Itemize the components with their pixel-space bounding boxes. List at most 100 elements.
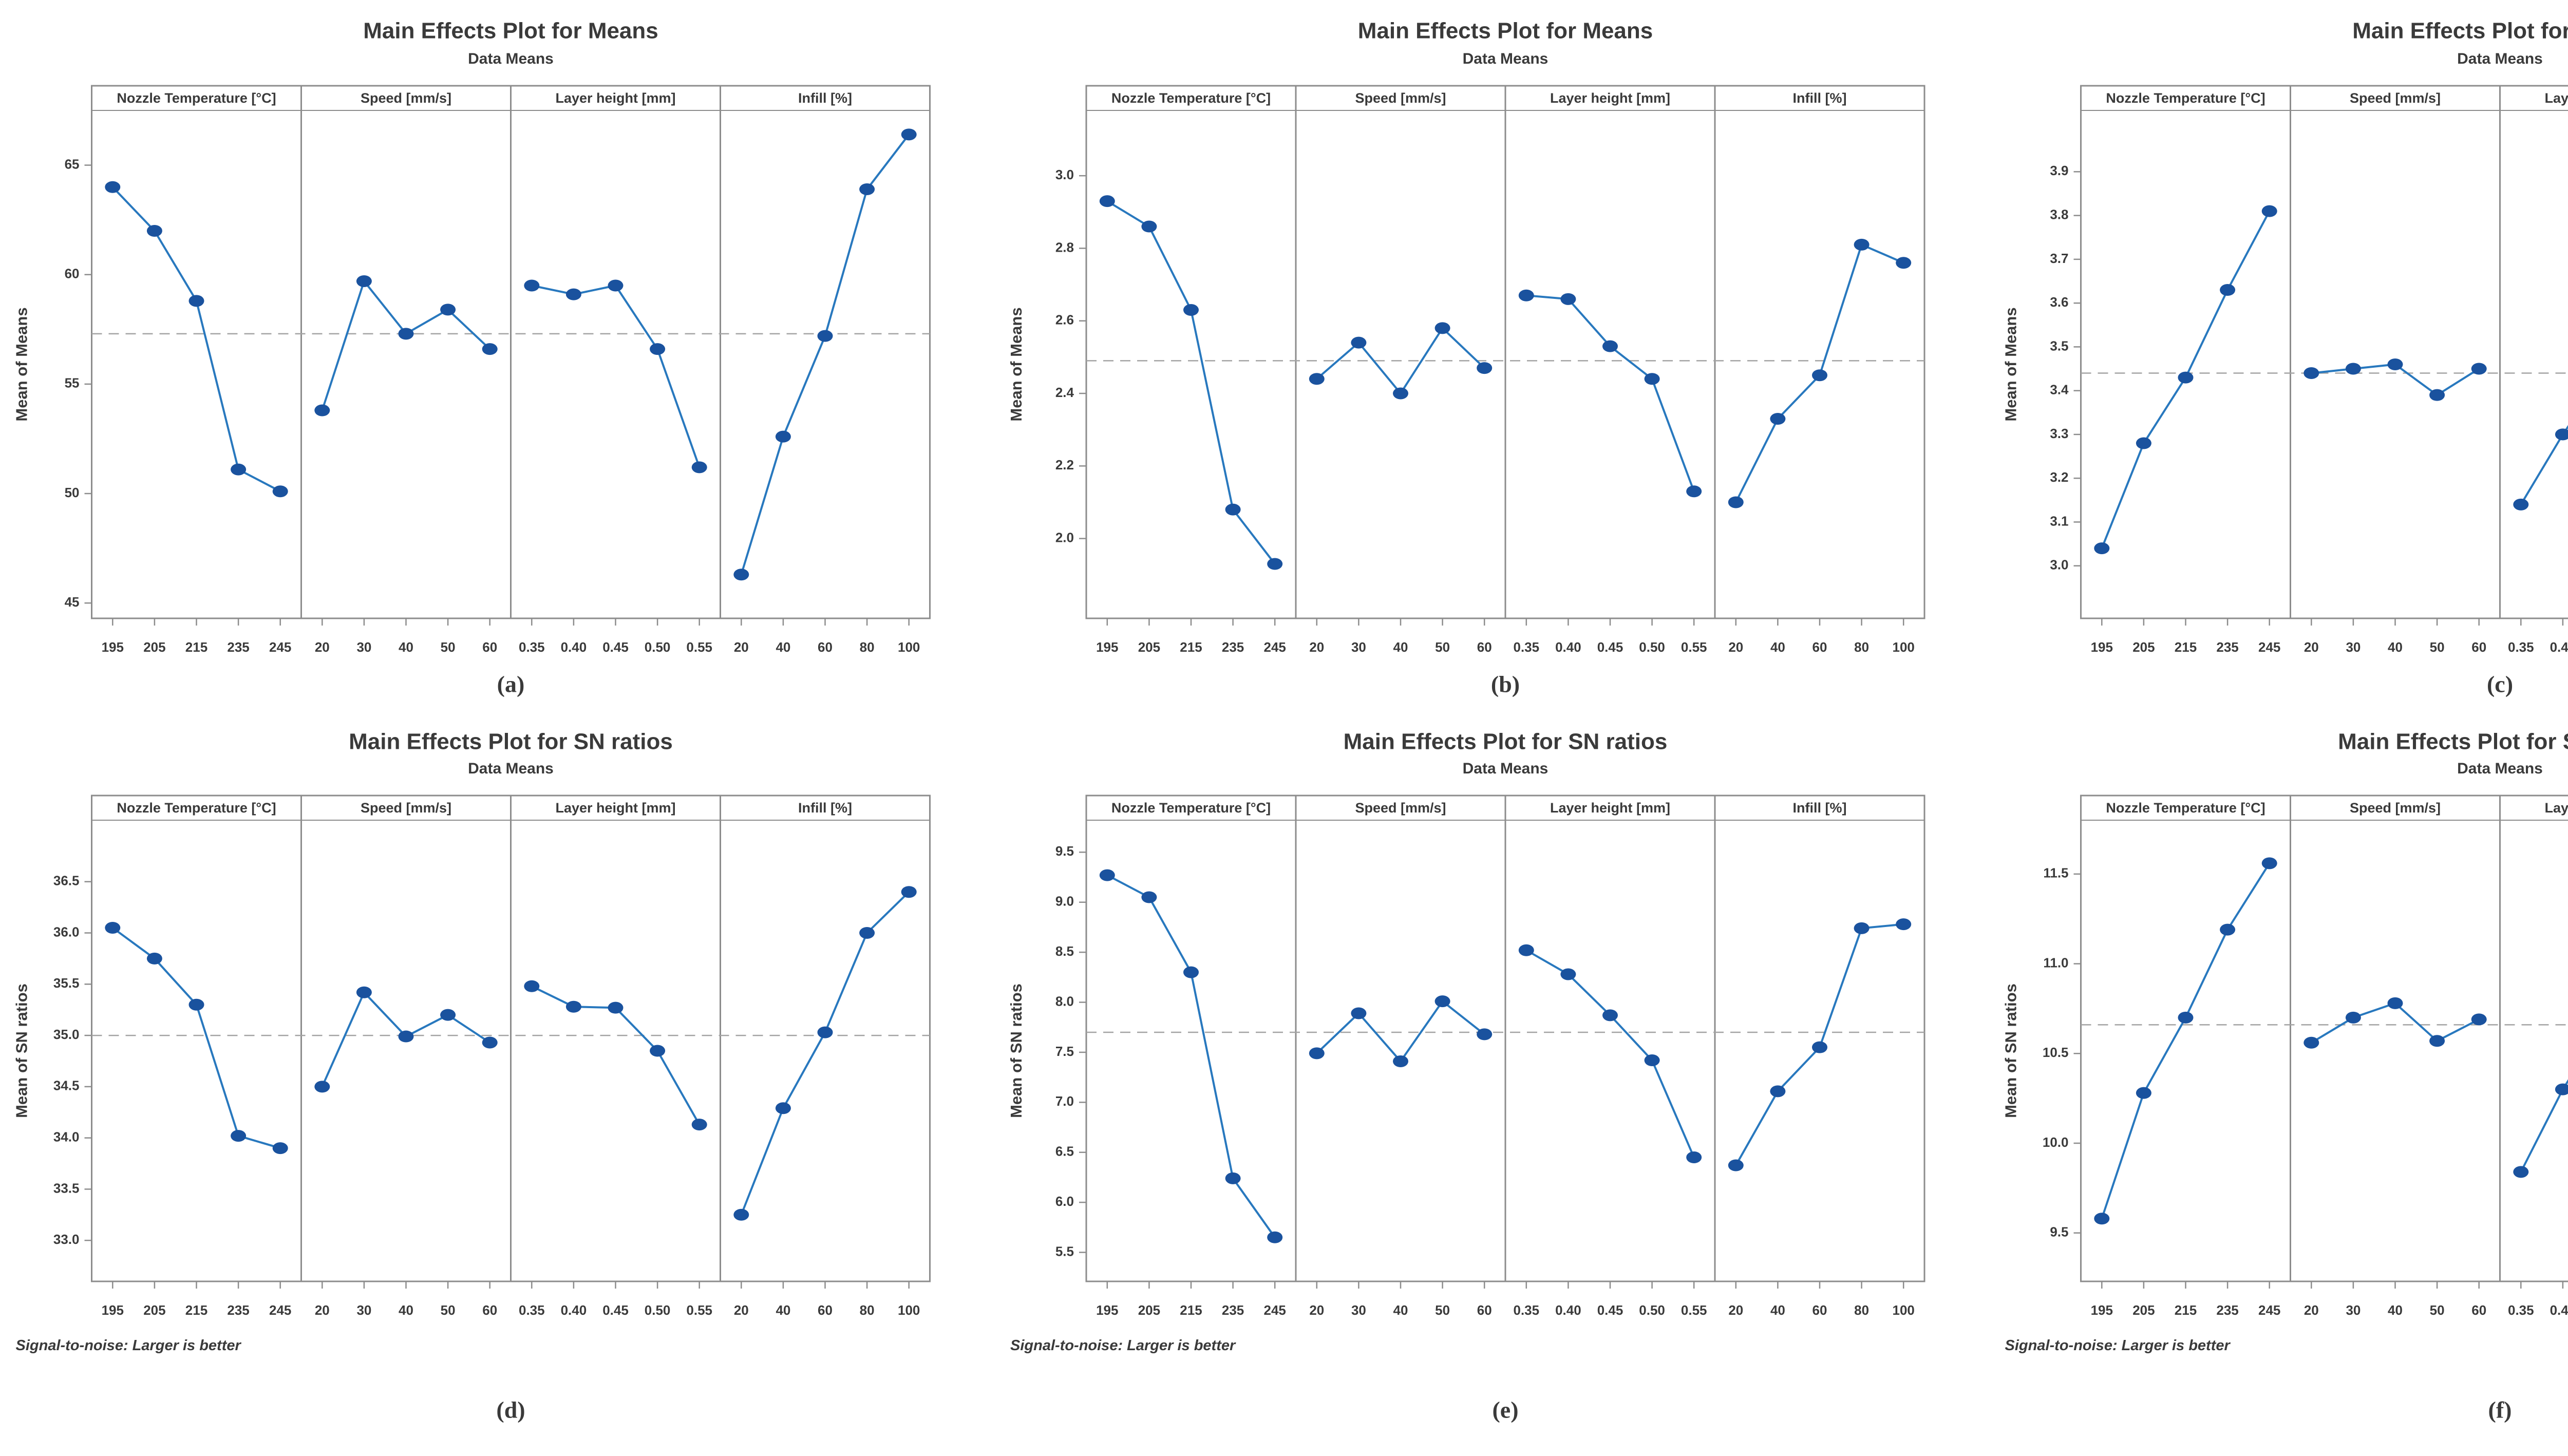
data-point bbox=[146, 952, 162, 965]
x-tick-label: 235 bbox=[227, 1302, 249, 1318]
data-point bbox=[901, 128, 917, 141]
y-tick-label: 11.5 bbox=[2043, 865, 2068, 881]
chart-title: Main Effects Plot for SN ratios bbox=[349, 729, 673, 754]
data-point bbox=[2136, 1087, 2151, 1099]
x-tick-label: 215 bbox=[185, 1302, 207, 1318]
data-line bbox=[1106, 874, 1276, 1239]
data-point bbox=[2387, 358, 2403, 370]
x-tick-label: 245 bbox=[2258, 639, 2280, 655]
x-tick-label: 0.55 bbox=[1681, 1302, 1707, 1318]
data-point bbox=[524, 980, 540, 992]
data-point bbox=[2261, 857, 2277, 869]
panel-label: Layer height [mm] bbox=[1550, 90, 1670, 106]
data-point bbox=[1267, 1231, 1283, 1243]
y-axis-title: Mean of Means bbox=[1007, 307, 1025, 421]
chart-subtitle: Data Means bbox=[2457, 50, 2543, 67]
y-tick-label: 2.4 bbox=[1055, 385, 1074, 400]
data-point bbox=[1393, 1055, 1408, 1067]
x-tick-label: 245 bbox=[269, 639, 291, 655]
x-tick-label: 195 bbox=[102, 1302, 124, 1318]
data-point bbox=[2303, 367, 2319, 380]
panel-label: Layer height [mm] bbox=[1550, 800, 1670, 816]
panel-label: Layer height [mm] bbox=[555, 800, 675, 816]
sub-label: (c) bbox=[2487, 671, 2513, 697]
x-tick-label: 0.35 bbox=[1513, 639, 1539, 655]
panel-label: Infill [%] bbox=[798, 90, 852, 106]
x-tick-label: 245 bbox=[1264, 1302, 1286, 1318]
data-point bbox=[2387, 997, 2403, 1009]
data-point bbox=[1770, 412, 1786, 425]
x-tick-label: 195 bbox=[1096, 1302, 1118, 1318]
x-tick-label: 40 bbox=[776, 1302, 790, 1318]
sub-label: (b) bbox=[1491, 671, 1520, 697]
x-tick-label: 245 bbox=[2258, 1302, 2280, 1318]
chart-a: Main Effects Plot for Means Data Means Mea… bbox=[0, 0, 995, 728]
x-tick-label: 0.35 bbox=[1513, 1302, 1539, 1318]
y-tick-label: 8.0 bbox=[1055, 993, 1074, 1009]
data-line bbox=[740, 891, 910, 1216]
data-point bbox=[1644, 373, 1660, 385]
data-point bbox=[1854, 922, 1870, 934]
chart-title: Main Effects Plot for Means bbox=[363, 18, 658, 44]
x-tick-label: 205 bbox=[1138, 1302, 1160, 1318]
x-tick-label: 20 bbox=[315, 639, 330, 655]
x-tick-label: 205 bbox=[143, 639, 165, 655]
panel-label: Nozzle Temperature [°C] bbox=[1111, 90, 1271, 106]
y-tick-label: 3.2 bbox=[2050, 469, 2068, 485]
data-line bbox=[111, 926, 281, 1149]
sub-label: (e) bbox=[1492, 1397, 1518, 1423]
x-tick-label: 40 bbox=[2388, 1302, 2403, 1318]
panel-label: Nozzle Temperature [°C] bbox=[2106, 800, 2265, 816]
x-tick-label: 40 bbox=[1393, 1302, 1408, 1318]
data-line bbox=[1525, 949, 1695, 1159]
data-point bbox=[2429, 389, 2445, 401]
x-tick-label: 245 bbox=[1264, 639, 1286, 655]
y-tick-label: 65 bbox=[65, 156, 80, 172]
x-tick-label: 30 bbox=[1351, 639, 1366, 655]
x-tick-label: 40 bbox=[1770, 1302, 1785, 1318]
y-tick-label: 9.0 bbox=[1055, 894, 1074, 909]
chart-title: Main Effects Plot for Means bbox=[1358, 18, 1653, 44]
x-tick-label: 235 bbox=[1222, 1302, 1244, 1318]
x-tick-label: 50 bbox=[2430, 639, 2445, 655]
x-tick-label: 0.55 bbox=[1681, 639, 1707, 655]
chart-title: Main Effects Plot for SN ratios bbox=[1344, 729, 1668, 754]
data-point bbox=[608, 279, 624, 292]
y-tick-label: 2.8 bbox=[1055, 239, 1074, 255]
y-tick-label: 2.2 bbox=[1055, 457, 1074, 472]
panel-label: Speed [mm/s] bbox=[1355, 90, 1446, 106]
y-tick-label: 34.0 bbox=[53, 1129, 80, 1144]
footer-note: Signal-to-noise: Larger is better bbox=[2005, 1337, 2231, 1354]
x-tick-label: 0.50 bbox=[1639, 639, 1665, 655]
data-point bbox=[440, 304, 456, 316]
x-tick-label: 60 bbox=[1477, 639, 1492, 655]
y-tick-label: 6.0 bbox=[1055, 1194, 1074, 1209]
data-line bbox=[1525, 294, 1695, 493]
x-tick-label: 0.35 bbox=[519, 1302, 545, 1318]
x-tick-label: 20 bbox=[2304, 1302, 2319, 1318]
data-point bbox=[356, 275, 372, 288]
data-point bbox=[2429, 1035, 2445, 1047]
panel-label: Speed [mm/s] bbox=[1355, 800, 1446, 816]
data-point bbox=[1560, 293, 1576, 305]
data-point bbox=[440, 1009, 456, 1021]
data-point bbox=[1141, 220, 1157, 233]
x-tick-label: 195 bbox=[1096, 639, 1118, 655]
data-point bbox=[1267, 558, 1283, 570]
x-tick-label: 40 bbox=[776, 639, 790, 655]
x-tick-label: 235 bbox=[1222, 639, 1244, 655]
x-tick-label: 60 bbox=[2471, 1302, 2486, 1318]
data-point bbox=[901, 886, 917, 898]
panel-label: Speed [mm/s] bbox=[2350, 800, 2441, 816]
x-tick-label: 20 bbox=[734, 1302, 749, 1318]
data-point bbox=[1896, 918, 1912, 931]
data-point bbox=[398, 328, 414, 340]
data-line bbox=[2520, 425, 2568, 506]
data-line bbox=[531, 285, 701, 468]
data-point bbox=[733, 1208, 749, 1221]
chart-title: Main Effects Plot for SN ratios bbox=[2338, 729, 2568, 754]
data-point bbox=[1896, 257, 1912, 269]
x-tick-label: 215 bbox=[2175, 639, 2197, 655]
data-point bbox=[1560, 968, 1576, 980]
x-tick-label: 40 bbox=[1770, 639, 1785, 655]
